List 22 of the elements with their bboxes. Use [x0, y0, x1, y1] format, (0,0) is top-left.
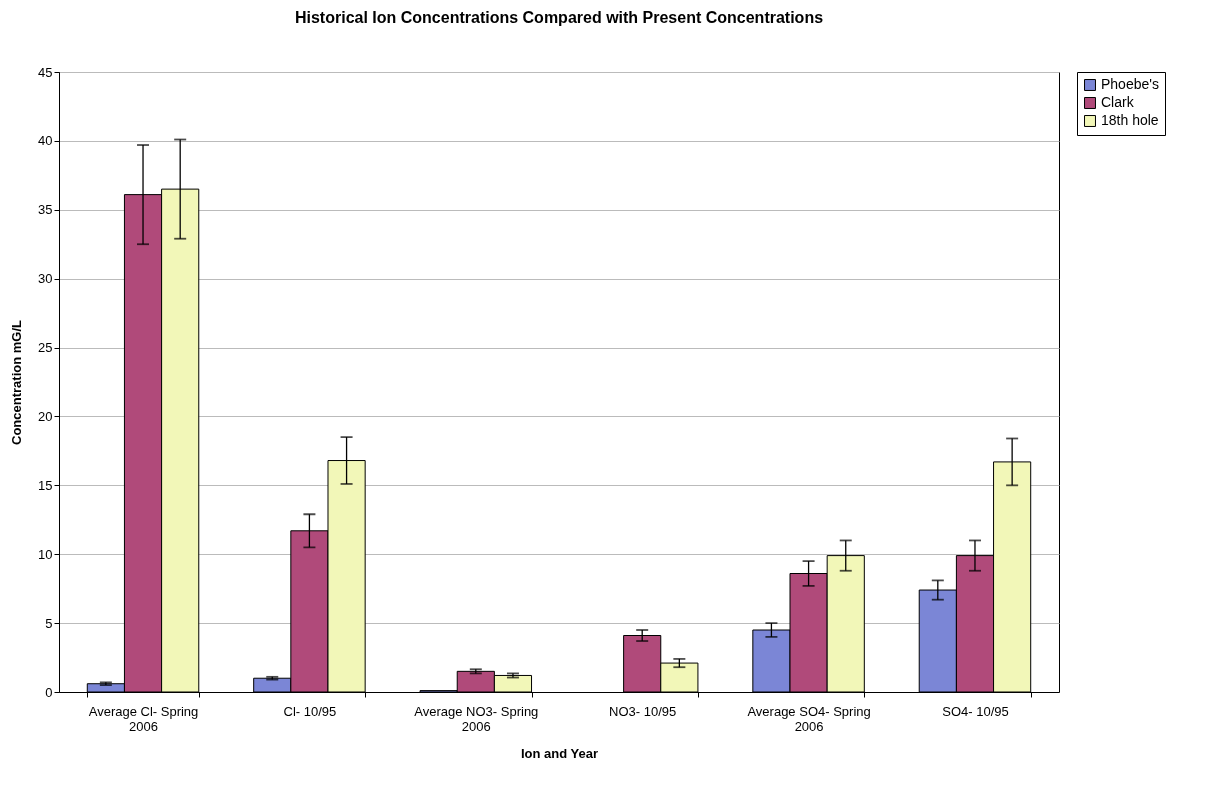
legend-label: Clark — [1101, 94, 1135, 110]
x-tick-label: NO3- 10/95 — [609, 703, 677, 719]
y-tick-label: 35 — [38, 202, 53, 218]
x-tick-label: Average SO4- Spring 2006 — [747, 703, 871, 734]
x-tick-label: SO4- 10/95 — [942, 703, 1009, 719]
y-tick-label: 0 — [45, 684, 53, 700]
x-axis-title: Ion and Year — [520, 745, 599, 761]
y-tick-label: 25 — [38, 340, 53, 356]
x-tick-label: Average NO3- Spring 2006 — [414, 703, 539, 734]
y-tick-label: 30 — [38, 271, 53, 287]
y-axis-title: Concentration mG/L — [9, 319, 25, 445]
x-tick-label: Cl- 10/95 — [283, 703, 337, 719]
chart-title: Historical Ion Concentrations Compared with Present Concentrations — [294, 9, 824, 26]
x-tick-label: Average Cl- Spring 2006 — [88, 703, 199, 734]
y-tick-label: 15 — [38, 477, 53, 493]
y-tick-label: 40 — [38, 133, 53, 149]
legend-label: 18th hole — [1101, 112, 1159, 128]
y-tick-label: 20 — [38, 408, 53, 424]
y-tick-label: 10 — [38, 546, 53, 562]
y-tick-label: 45 — [38, 64, 53, 80]
legend-label: Phoebe's — [1101, 76, 1159, 92]
y-tick-label: 5 — [45, 615, 53, 631]
